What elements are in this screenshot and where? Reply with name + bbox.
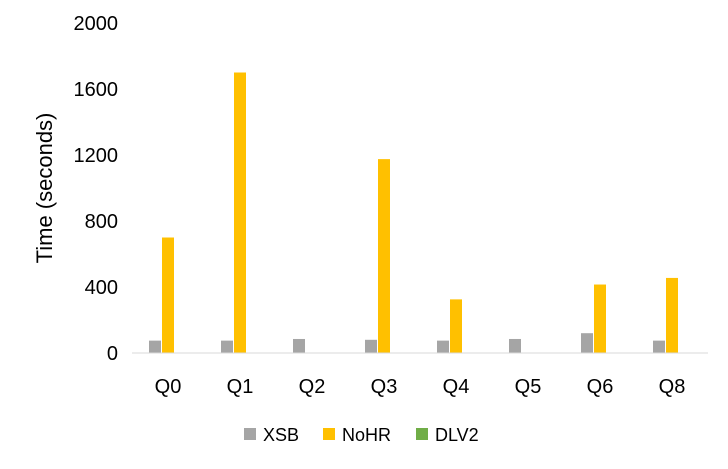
x-tick-label: Q1 bbox=[227, 376, 254, 398]
legend-swatch-dlv2 bbox=[416, 428, 428, 440]
legend-label-nohr: NoHR bbox=[342, 425, 391, 445]
x-tick-label: Q5 bbox=[515, 376, 542, 398]
x-tick-label: Q3 bbox=[371, 376, 398, 398]
bars bbox=[149, 72, 678, 353]
bar-nohr-q4 bbox=[450, 299, 462, 353]
bar-nohr-q8 bbox=[666, 277, 678, 353]
bar-xsb-q1 bbox=[221, 340, 233, 353]
y-tick-label: 0 bbox=[107, 343, 118, 365]
y-axis-label: Time (seconds) bbox=[32, 113, 57, 264]
legend: XSB NoHR DLV2 bbox=[244, 425, 479, 445]
x-tick-label: Q8 bbox=[659, 376, 686, 398]
bar-xsb-q5 bbox=[509, 338, 521, 353]
x-tick-label: Q6 bbox=[587, 376, 614, 398]
legend-label-dlv2: DLV2 bbox=[435, 425, 479, 445]
bar-xsb-q6 bbox=[581, 333, 593, 353]
y-tick-label: 2000 bbox=[74, 13, 119, 35]
x-tick-label: Q4 bbox=[443, 376, 470, 398]
y-tick-label: 1600 bbox=[74, 79, 119, 101]
bar-nohr-q3 bbox=[378, 159, 390, 353]
bar-xsb-q4 bbox=[437, 340, 449, 353]
legend-swatch-xsb bbox=[244, 428, 256, 440]
legend-label-xsb: XSB bbox=[263, 425, 299, 445]
y-axis-ticks: 0 400 800 1200 1600 2000 bbox=[74, 13, 119, 365]
bar-xsb-q3 bbox=[365, 339, 377, 353]
x-tick-label: Q2 bbox=[299, 376, 326, 398]
y-tick-label: 1200 bbox=[74, 145, 119, 167]
bar-nohr-q0 bbox=[162, 237, 174, 353]
x-axis-ticks: Q0 Q1 Q2 Q3 Q4 Q5 Q6 Q8 bbox=[155, 376, 686, 398]
y-tick-label: 400 bbox=[85, 277, 118, 299]
y-tick-label: 800 bbox=[85, 211, 118, 233]
bar-nohr-q1 bbox=[234, 72, 246, 353]
legend-swatch-nohr bbox=[323, 428, 335, 440]
bar-xsb-q8 bbox=[653, 340, 665, 353]
bar-nohr-q6 bbox=[594, 284, 606, 353]
bar-xsb-q2 bbox=[293, 338, 305, 353]
x-tick-label: Q0 bbox=[155, 376, 182, 398]
bar-xsb-q0 bbox=[149, 340, 161, 353]
